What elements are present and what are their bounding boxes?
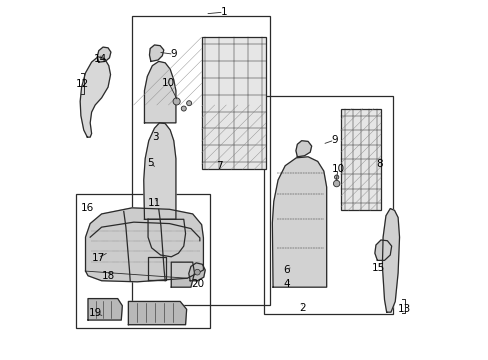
Text: 9: 9 bbox=[330, 135, 337, 145]
Circle shape bbox=[334, 175, 338, 179]
Text: 9: 9 bbox=[170, 49, 177, 59]
Text: 1: 1 bbox=[220, 7, 226, 17]
Text: 14: 14 bbox=[93, 54, 106, 64]
Polygon shape bbox=[143, 123, 176, 219]
Bar bbox=[76, 194, 209, 328]
Polygon shape bbox=[382, 208, 399, 312]
Polygon shape bbox=[188, 263, 205, 281]
Text: 18: 18 bbox=[101, 271, 114, 281]
Bar bbox=[132, 16, 269, 305]
Polygon shape bbox=[85, 208, 203, 282]
Text: 12: 12 bbox=[76, 78, 89, 89]
Polygon shape bbox=[374, 240, 391, 260]
Text: 6: 6 bbox=[283, 265, 289, 275]
Polygon shape bbox=[272, 157, 326, 287]
Text: 8: 8 bbox=[375, 159, 382, 169]
Circle shape bbox=[181, 106, 186, 111]
Circle shape bbox=[194, 269, 200, 275]
Text: 2: 2 bbox=[299, 303, 305, 313]
Text: 10: 10 bbox=[331, 164, 344, 174]
Polygon shape bbox=[97, 47, 111, 62]
Text: 10: 10 bbox=[162, 78, 175, 88]
Text: 16: 16 bbox=[81, 203, 94, 213]
Text: 13: 13 bbox=[397, 304, 410, 314]
Polygon shape bbox=[148, 219, 185, 257]
Bar bbox=[340, 109, 380, 210]
Bar bbox=[264, 96, 392, 314]
Polygon shape bbox=[295, 141, 311, 157]
Text: 4: 4 bbox=[283, 279, 289, 289]
Polygon shape bbox=[88, 298, 122, 320]
Polygon shape bbox=[171, 262, 194, 287]
Polygon shape bbox=[128, 301, 186, 325]
Polygon shape bbox=[148, 257, 165, 280]
Text: 17: 17 bbox=[91, 253, 104, 263]
Circle shape bbox=[186, 101, 191, 106]
Polygon shape bbox=[80, 57, 110, 137]
Text: 20: 20 bbox=[191, 279, 204, 289]
Circle shape bbox=[173, 98, 180, 105]
Text: 19: 19 bbox=[88, 308, 102, 318]
Text: 5: 5 bbox=[147, 158, 154, 168]
Polygon shape bbox=[149, 45, 163, 62]
Text: 7: 7 bbox=[216, 161, 223, 171]
Text: 15: 15 bbox=[371, 263, 385, 273]
Circle shape bbox=[333, 180, 339, 187]
Text: 3: 3 bbox=[152, 132, 159, 142]
Polygon shape bbox=[144, 62, 176, 123]
Text: 11: 11 bbox=[147, 198, 161, 208]
Bar bbox=[201, 37, 265, 169]
